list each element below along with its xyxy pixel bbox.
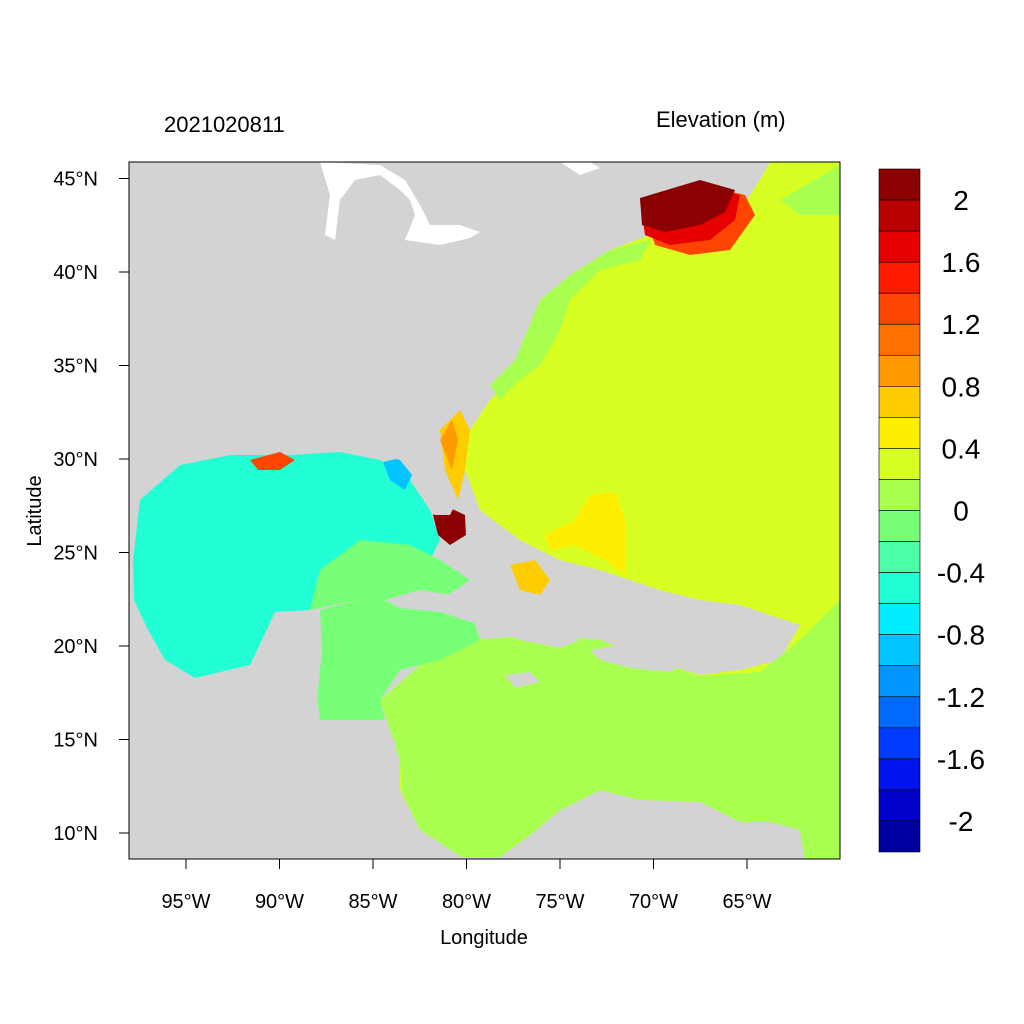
lon-tick-label: 90°W: [255, 891, 304, 913]
colorbar-swatch: [878, 230, 921, 263]
colorbar-swatch: [878, 665, 921, 698]
lon-tick-label: 65°W: [722, 891, 771, 913]
lat-tick-label: 10°N: [53, 823, 98, 845]
colorbar-label: 0: [953, 496, 969, 527]
colorbar-label: 2: [953, 185, 969, 216]
gulf-of-maine-max: [640, 180, 735, 232]
lat-tick-label: 35°N: [53, 356, 98, 378]
colorbar-swatch: [878, 448, 921, 480]
great-lakes: [320, 162, 480, 245]
colorbar-swatch: [878, 386, 921, 418]
colorbar-swatch: [878, 696, 921, 729]
colorbar-swatch: [878, 603, 921, 635]
colorbar-label: -0.4: [937, 558, 985, 589]
lat-tick-label: 30°N: [53, 449, 98, 471]
colorbar-swatch: [878, 323, 921, 356]
colorbar-swatch: [878, 541, 921, 573]
latitude-axis: 10°N 15°N 20°N 25°N 30°N 35°N 40°N 45°N: [53, 169, 129, 845]
cuba: [385, 590, 580, 648]
colorbar-label: 0.8: [942, 371, 981, 402]
bahamas-high-region: [510, 560, 550, 595]
colorbar-swatch: [878, 789, 921, 822]
colorbar-label: 1.2: [942, 309, 981, 340]
colorbar-swatch: [878, 199, 921, 232]
atlantic-high-region: [545, 492, 625, 575]
western-caribbean: [315, 595, 480, 720]
colorbar-swatch: [878, 572, 921, 604]
lon-tick-label: 95°W: [161, 891, 210, 913]
south-florida-surge: [433, 508, 466, 545]
colorbar-label: 1.6: [942, 247, 981, 278]
shelf-water: [780, 165, 840, 215]
shelf-water: [490, 240, 650, 400]
lat-tick-label: 20°N: [53, 636, 98, 658]
lake-superior: [560, 162, 600, 175]
colorbar-label: 0.4: [942, 433, 981, 464]
x-axis-title: Longitude: [440, 927, 528, 949]
colorbar-swatch: [878, 758, 921, 791]
lon-tick-label: 80°W: [442, 891, 491, 913]
colorbar-swatch: [878, 292, 921, 325]
lon-tick-label: 70°W: [629, 891, 678, 913]
variable-label: Elevation (m): [656, 107, 786, 132]
map-plot-area: [129, 162, 840, 859]
colorbar-label: -2: [949, 806, 974, 837]
lat-tick-label: 25°N: [53, 543, 98, 565]
lon-tick-label: 85°W: [348, 891, 397, 913]
central-america: [129, 720, 440, 859]
southeast-coast-surge-core: [440, 420, 458, 470]
colorbar-label: -0.8: [937, 620, 985, 651]
longitude-axis: 95°W 90°W 85°W 80°W 75°W 70°W 65°W: [161, 859, 772, 913]
y-axis-title: Latitude: [24, 475, 46, 546]
colorbar-swatch: [878, 634, 921, 667]
colorbar-swatch: [878, 261, 921, 294]
louisiana-coast-surge: [250, 452, 295, 470]
colorbar-label: -1.2: [937, 682, 985, 713]
south-america-coast: [530, 795, 805, 859]
plot-frame: [128, 161, 841, 860]
colorbar-swatch: [878, 417, 921, 449]
colorbar-labels: 2 1.6 1.2 0.8 0.4 0 -0.4 -0.8 -1.2 -1.6 -2: [937, 185, 985, 837]
colorbar-label: -1.6: [937, 744, 985, 775]
timestamp-label: 2021020811: [164, 112, 285, 137]
jamaica: [505, 672, 540, 688]
hispaniola: [590, 645, 690, 672]
colorbar-swatch: [878, 820, 921, 853]
colorbar-swatch: [878, 168, 921, 201]
lat-tick-label: 40°N: [53, 262, 98, 284]
colorbar-swatch: [878, 510, 921, 542]
colorbar-swatch: [878, 479, 921, 511]
colorbar-swatch: [878, 354, 921, 387]
yucatan-peninsula: [260, 610, 322, 720]
lon-tick-label: 75°W: [535, 891, 584, 913]
colorbar-swatch: [878, 727, 921, 760]
lat-tick-label: 15°N: [53, 730, 98, 752]
lat-tick-label: 45°N: [53, 169, 98, 191]
caribbean-sea: [380, 600, 840, 859]
gulf-of-mexico: [133, 452, 440, 678]
florida-peninsula: [375, 455, 455, 515]
colorbar: [878, 168, 921, 853]
big-bend-drawdown: [383, 458, 412, 490]
